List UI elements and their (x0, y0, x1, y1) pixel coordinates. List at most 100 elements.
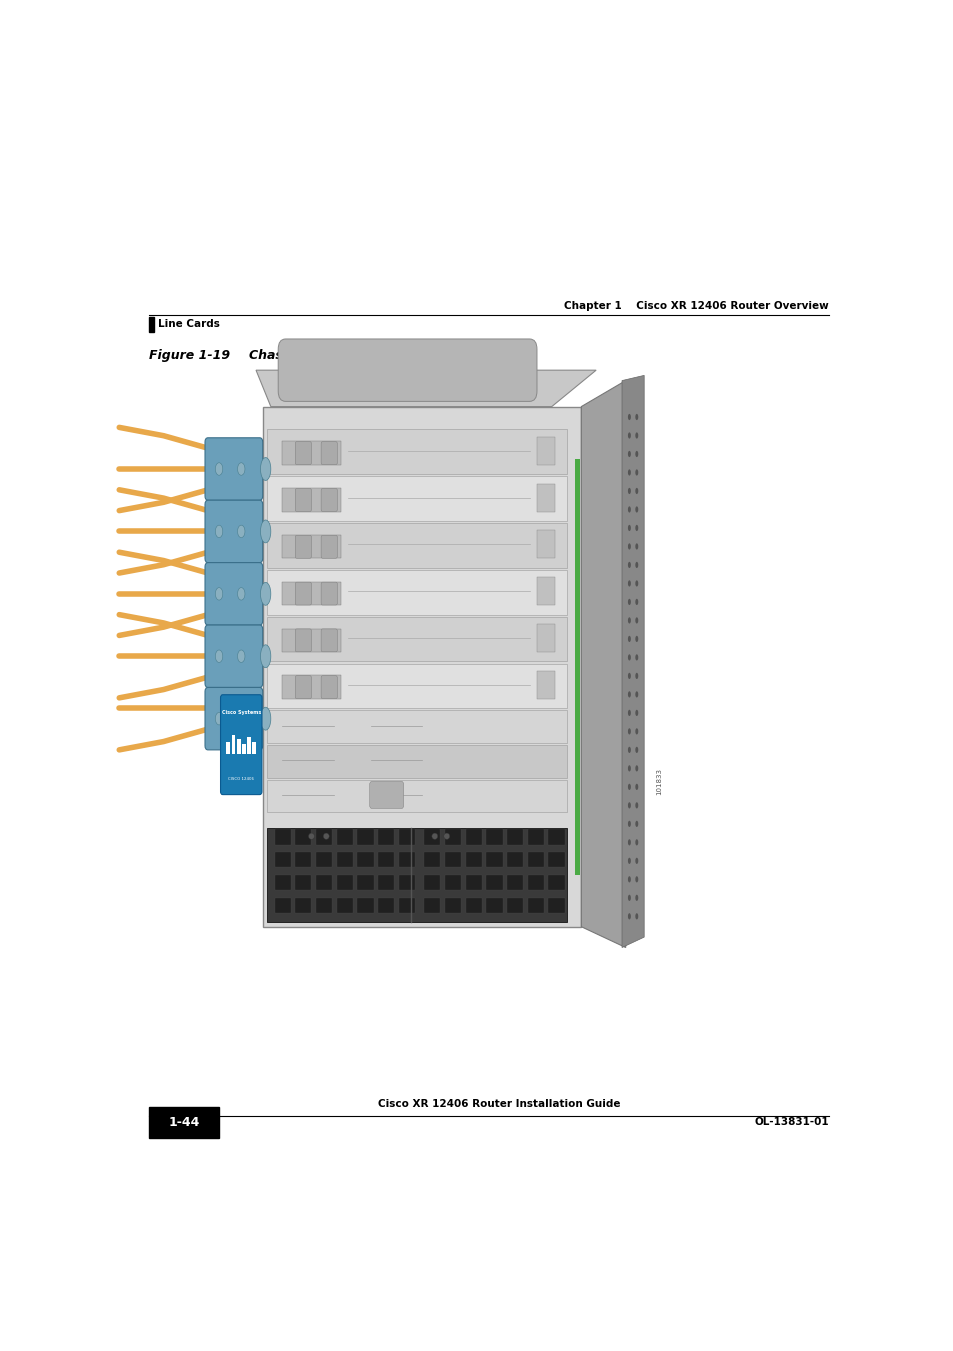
FancyBboxPatch shape (321, 676, 337, 698)
Bar (465, 830, 481, 844)
Bar (336, 897, 353, 913)
Bar (294, 830, 311, 844)
Ellipse shape (260, 520, 271, 543)
Bar (274, 874, 291, 890)
Bar (274, 830, 291, 844)
FancyBboxPatch shape (321, 535, 337, 558)
Ellipse shape (627, 581, 630, 586)
Bar (267, 477, 566, 521)
FancyBboxPatch shape (294, 535, 311, 558)
Bar (377, 830, 394, 844)
Bar (336, 874, 353, 890)
Bar (398, 897, 415, 913)
Bar (465, 852, 481, 867)
Bar (336, 830, 353, 844)
Ellipse shape (215, 588, 222, 600)
Bar (444, 830, 460, 844)
Bar (267, 828, 566, 921)
Bar (274, 897, 291, 913)
Bar (465, 874, 481, 890)
Ellipse shape (635, 488, 638, 494)
Bar (377, 852, 394, 867)
Ellipse shape (627, 654, 630, 661)
Bar (506, 897, 523, 913)
Ellipse shape (635, 877, 638, 882)
FancyBboxPatch shape (294, 676, 311, 698)
Bar (294, 897, 311, 913)
Ellipse shape (635, 673, 638, 680)
Ellipse shape (215, 463, 222, 476)
Ellipse shape (237, 712, 245, 725)
Ellipse shape (635, 413, 638, 420)
Bar (444, 897, 460, 913)
Ellipse shape (627, 839, 630, 846)
Ellipse shape (627, 562, 630, 567)
Bar (294, 852, 311, 867)
Bar (315, 874, 332, 890)
Bar (149, 317, 153, 332)
Bar (424, 830, 440, 844)
FancyBboxPatch shape (205, 500, 262, 562)
Polygon shape (621, 376, 643, 947)
Ellipse shape (635, 692, 638, 697)
Ellipse shape (627, 709, 630, 716)
Ellipse shape (237, 588, 245, 600)
Ellipse shape (635, 709, 638, 716)
Ellipse shape (635, 451, 638, 457)
Bar (357, 852, 374, 867)
Text: Cisco Systems: Cisco Systems (221, 711, 260, 715)
Bar (357, 830, 374, 844)
Bar (267, 430, 566, 474)
Ellipse shape (260, 707, 271, 730)
Bar (282, 628, 341, 653)
Ellipse shape (635, 894, 638, 901)
Ellipse shape (635, 581, 638, 586)
Bar (336, 852, 353, 867)
Bar (247, 738, 251, 754)
Bar (263, 407, 580, 927)
Text: Line Cards: Line Cards (157, 319, 219, 330)
Bar (486, 897, 502, 913)
Bar (282, 535, 341, 558)
Ellipse shape (635, 524, 638, 531)
Ellipse shape (627, 543, 630, 550)
Bar (274, 852, 291, 867)
Ellipse shape (627, 598, 630, 605)
Bar (242, 743, 246, 754)
Bar (398, 852, 415, 867)
Ellipse shape (627, 413, 630, 420)
Ellipse shape (443, 834, 449, 839)
Bar (527, 830, 543, 844)
Bar (226, 742, 230, 754)
FancyBboxPatch shape (294, 630, 311, 651)
Bar (398, 874, 415, 890)
FancyBboxPatch shape (321, 630, 337, 651)
Polygon shape (580, 381, 625, 947)
Ellipse shape (635, 784, 638, 790)
Bar (506, 830, 523, 844)
Ellipse shape (635, 654, 638, 661)
Bar (282, 676, 341, 698)
Ellipse shape (627, 488, 630, 494)
Ellipse shape (627, 469, 630, 476)
Bar (444, 874, 460, 890)
Ellipse shape (635, 802, 638, 808)
Ellipse shape (635, 839, 638, 846)
Bar (424, 874, 440, 890)
Text: CISCO 12406: CISCO 12406 (228, 777, 253, 781)
FancyBboxPatch shape (294, 489, 311, 512)
Ellipse shape (627, 451, 630, 457)
Ellipse shape (627, 432, 630, 439)
Ellipse shape (635, 617, 638, 624)
Ellipse shape (635, 507, 638, 512)
Ellipse shape (627, 765, 630, 771)
FancyBboxPatch shape (294, 442, 311, 465)
Bar (357, 897, 374, 913)
Bar (267, 744, 566, 778)
Bar (537, 484, 555, 512)
Bar (486, 830, 502, 844)
Ellipse shape (627, 673, 630, 680)
Ellipse shape (627, 784, 630, 790)
Ellipse shape (323, 834, 329, 839)
Ellipse shape (627, 728, 630, 735)
